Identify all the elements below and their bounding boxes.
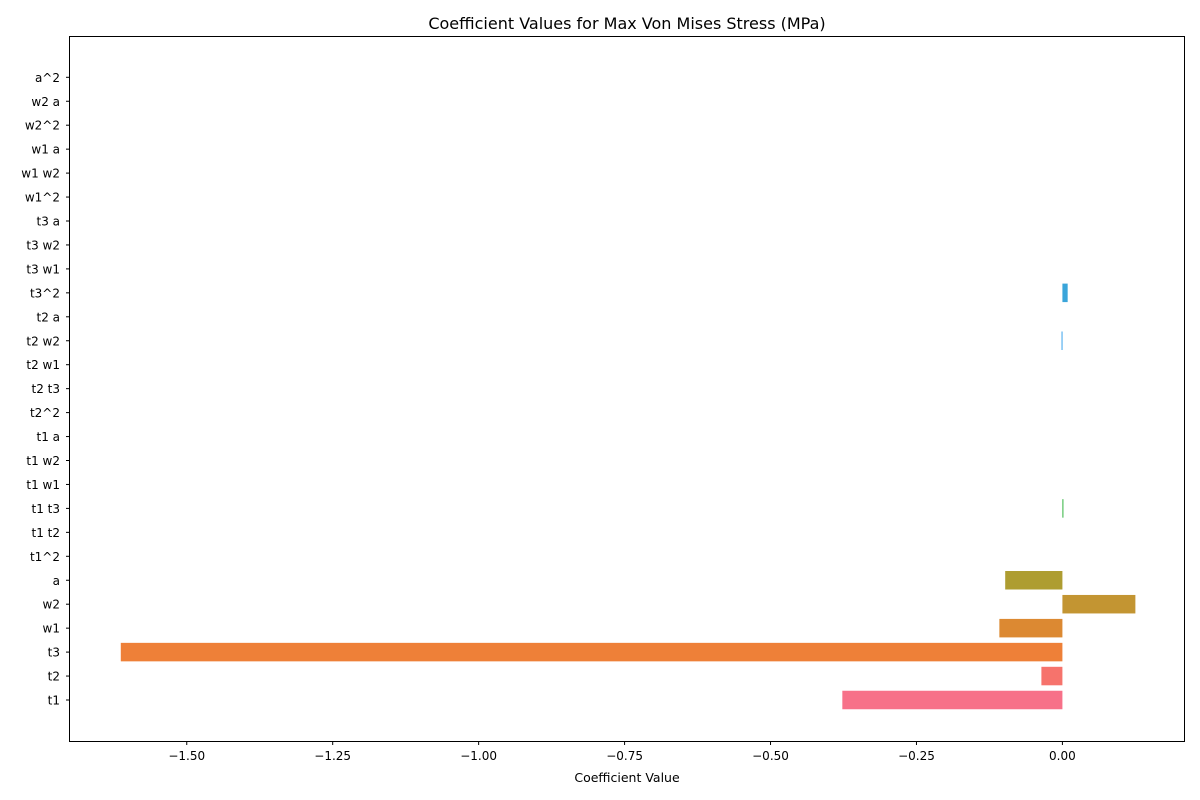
y-axis-ticks: t1 t2 t3 w1 w2 a t1^2 t1 t2 t1 t3 t1 w1 t1 w2 t1 a t…	[21, 71, 70, 708]
y-tick-label-t3: t3	[48, 646, 60, 660]
x-tick-label: −1.00	[460, 749, 497, 763]
x-axis-label: Coefficient Value	[574, 770, 680, 785]
y-tick-label-t2: t2	[48, 670, 60, 684]
y-tick-label-t2-a: t2 a	[36, 310, 60, 324]
bar-t1-t3	[1062, 499, 1064, 518]
x-axis-ticks: −1.50 −1.25 −1.00 −0.75 −0.50 −0.25 0.00	[168, 741, 1076, 763]
x-tick-label: −0.50	[752, 749, 789, 763]
x-tick-label: 0.00	[1049, 749, 1076, 763]
x-tick-label: −1.50	[168, 749, 205, 763]
bar-a	[1005, 571, 1063, 590]
y-tick-label-t3-w2: t3 w2	[26, 238, 60, 252]
y-tick-label-t1sq2: t1^2	[30, 550, 60, 564]
chart-title: Coefficient Values for Max Von Mises Str…	[428, 14, 825, 33]
y-tick-label-t2-t3: t2 t3	[32, 382, 61, 396]
y-tick-label-w2sq2: w2^2	[25, 119, 60, 133]
y-tick-label-t1-w2: t1 w2	[26, 454, 60, 468]
y-tick-label-asq2: a^2	[35, 71, 60, 85]
x-tick-label: −1.25	[314, 749, 351, 763]
y-tick-label-w2: w2	[43, 598, 60, 612]
bar-t3	[120, 642, 1063, 662]
y-tick-label-w1sq2: w1^2	[25, 191, 60, 205]
y-tick-label-t3-a: t3 a	[36, 215, 60, 229]
y-tick-label-t1-t2: t1 t2	[32, 526, 61, 540]
y-tick-label-t3-w1: t3 w1	[26, 262, 60, 276]
y-tick-label-t2sq2: t2^2	[30, 406, 60, 420]
plot-frame	[69, 36, 1185, 742]
x-tick-label: −0.75	[606, 749, 643, 763]
y-tick-label-w1-a: w1 a	[31, 143, 60, 157]
y-tick-label-w1: w1	[43, 622, 60, 636]
bar-w2	[1062, 594, 1136, 614]
y-tick-label-w1-w2: w1 w2	[21, 167, 60, 181]
bar-t2	[1041, 666, 1063, 686]
bar-t1	[842, 690, 1063, 710]
y-tick-label-t2-w1: t2 w1	[26, 358, 60, 372]
x-tick-label: −0.25	[898, 749, 935, 763]
y-tick-label-t1-t3: t1 t3	[32, 502, 61, 516]
y-tick-label-w2-a: w2 a	[31, 95, 60, 109]
y-tick-label-t1: t1	[48, 694, 60, 708]
bars-group	[120, 283, 1136, 710]
bar-t3sq2	[1062, 283, 1068, 303]
y-tick-label-a: a	[53, 574, 60, 588]
y-tick-label-t1-a: t1 a	[36, 430, 60, 444]
y-tick-label-t2-w2: t2 w2	[26, 334, 60, 348]
bar-t2-w2	[1061, 331, 1063, 350]
y-tick-label-t3sq2: t3^2	[30, 286, 60, 300]
y-tick-label-t1-w1: t1 w1	[26, 478, 60, 492]
bar-w1	[999, 618, 1063, 638]
